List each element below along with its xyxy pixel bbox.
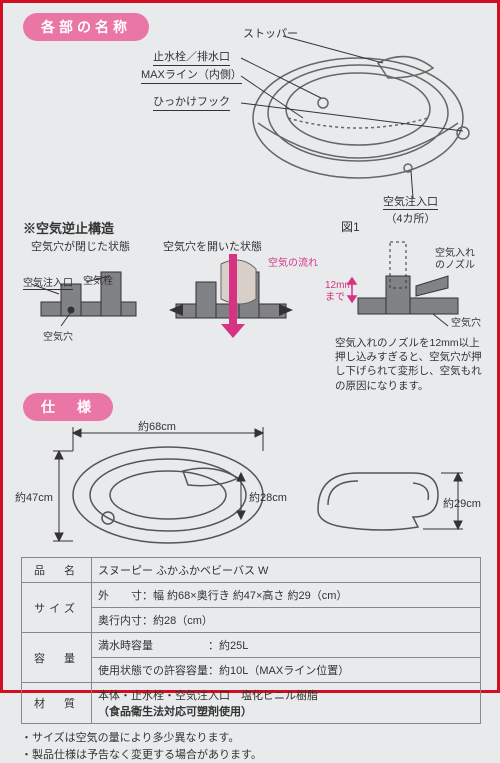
dim-h: 約47cm [15, 489, 53, 505]
dim-w: 約68cm [138, 418, 176, 434]
spec-r4h: 材 質 [22, 683, 92, 724]
lbl-maxline: MAXライン（内側） [141, 66, 242, 84]
valve-airflow: 空気の流れ [268, 254, 318, 269]
valve-closed-airin: 空気注入口 [23, 274, 73, 290]
note-1: ・サイズは空気の量により多少異なります。 [21, 730, 497, 747]
section-valve: ※空気逆止構造 図1 空気穴が閉じた状態 空気注入口 空気栓 空気穴 空気穴を開… [3, 218, 497, 393]
lbl-drain: 止水栓／排水口 [153, 48, 230, 66]
valve-closed-fig [31, 254, 146, 334]
fig1-depth: 12mmまで [325, 280, 353, 304]
valve-fig1: 図1 [341, 218, 360, 235]
section-spec: 仕 様 [3, 393, 497, 693]
dim-top [53, 423, 278, 553]
spec-r3h: 容 量 [22, 633, 92, 683]
lbl-hook: ひっかけフック [153, 93, 230, 111]
dim-d1: 約28cm [249, 489, 287, 505]
valve-closed-title: 空気穴が閉じた状態 [31, 238, 130, 254]
spec-r1v: スヌーピー ふかふかベビーバス W [92, 558, 481, 583]
section-parts: 各部の名称 ストッパー [3, 3, 497, 218]
spec-r2a: 外 寸：幅 約68×奥行き 約47×高さ 約29（cm） [92, 583, 481, 608]
notes: ・サイズは空気の量により多少異なります。 ・製品仕様は予告なく変更する場合があり… [21, 730, 497, 763]
fig1-nozzle: 空気入れのノズル [435, 248, 475, 272]
fig1-hole: 空気穴 [451, 314, 481, 329]
valve-title: ※空気逆止構造 [23, 218, 114, 237]
valve-closed-hole: 空気穴 [43, 328, 73, 343]
spec-r2b: 奥行内寸：約28（cm） [92, 608, 481, 633]
lbl-stopper: ストッパー [243, 25, 298, 41]
fig1-warn: 空気入れのノズルを12mm以上押し込みすぎると、空気穴が押し下げられて変形し、空… [335, 336, 487, 393]
header-spec: 仕 様 [23, 393, 113, 421]
valve-open-title: 空気穴を開いた状態 [163, 238, 262, 254]
dim-d2: 約29cm [443, 495, 481, 511]
valve-closed-plug: 空気栓 [83, 272, 113, 287]
spec-r3b: 使用状態での許容容量：約10L（MAXライン位置） [92, 658, 481, 683]
spec-r2h: サイズ [22, 583, 92, 633]
spec-r4v: 本体・止水栓・空気注入口 塩化ビニル樹脂 （食品衛生法対応可塑剤使用） [92, 683, 481, 724]
note-2: ・製品仕様は予告なく変更する場合があります。 [21, 747, 497, 763]
spec-r3a: 満水時容量 ：約25L [92, 633, 481, 658]
spec-r1h: 品 名 [22, 558, 92, 583]
spec-table: 品 名 スヌーピー ふかふかベビーバス W サイズ 外 寸：幅 約68×奥行き … [21, 557, 481, 724]
